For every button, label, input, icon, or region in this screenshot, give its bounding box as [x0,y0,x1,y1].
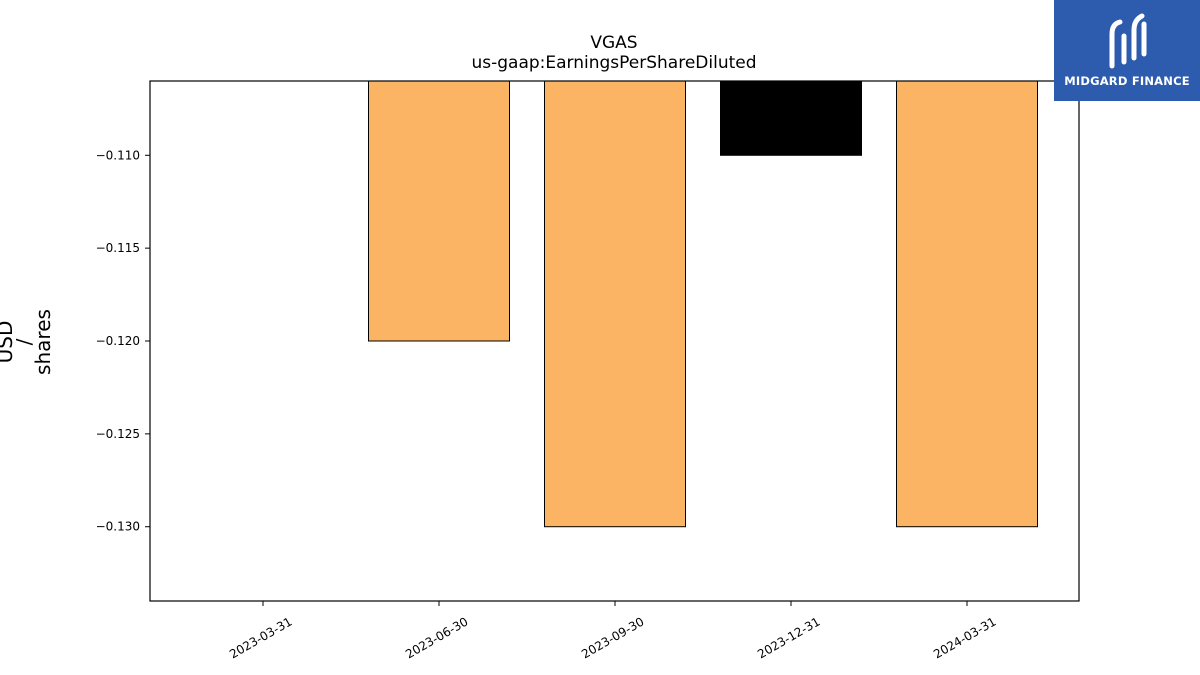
x-tick-label: 2023-12-31 [755,614,822,661]
x-tick-label: 2023-06-30 [403,614,470,661]
logo-text: MIDGARD FINANCE [1064,74,1190,88]
midgard-finance-logo: MIDGARD FINANCE [1054,0,1200,101]
y-axis-label: USD/shares [0,309,55,375]
bar-2023-12-31 [720,80,862,156]
bar-2024-03-31 [896,80,1038,528]
x-axis-ticks: 2023-03-31 2023-06-30 2023-09-30 2023-12-31… [227,601,999,661]
x-tick-label: 2023-09-30 [579,614,646,661]
y-axis-label-line: USD [0,321,17,364]
y-tick-label: −0.120 [96,334,140,348]
chart-title: VGAS [590,33,637,53]
bar-2023-06-30 [368,80,510,342]
y-axis-ticks: −0.110 −0.115 −0.120 −0.125 −0.130 [96,148,150,534]
y-tick-label: −0.125 [96,427,140,441]
x-tick-label: 2024-03-31 [931,614,998,661]
x-tick-label: 2023-03-31 [227,614,294,661]
bar-2023-09-30 [544,80,686,528]
y-axis-label-line: / [12,338,36,345]
y-tick-label: −0.115 [96,241,140,255]
y-axis-label-line: shares [31,309,55,375]
bars-group [368,80,1038,528]
midgard-logo-icon [1109,13,1147,69]
y-tick-label: −0.130 [96,520,140,534]
chart-subtitle: us-gaap:EarningsPerShareDiluted [471,53,756,73]
y-tick-label: −0.110 [96,148,140,162]
